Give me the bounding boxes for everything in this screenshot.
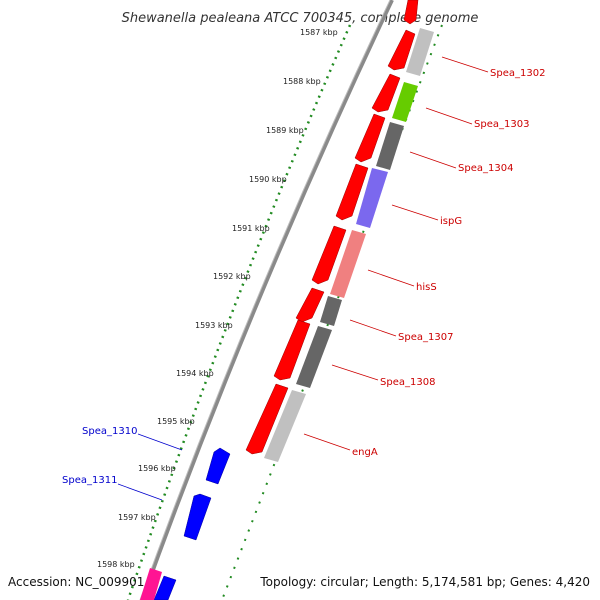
cog-block xyxy=(296,326,332,388)
label-connector xyxy=(117,483,163,501)
gene-spea-1307[interactable] xyxy=(295,287,325,323)
cog-block xyxy=(356,168,388,228)
tick-label: 1587 kbp xyxy=(300,28,338,37)
gene-top-red[interactable] xyxy=(403,0,419,25)
gene-enga[interactable] xyxy=(245,383,289,455)
tick-label: 1593 kbp xyxy=(195,321,233,330)
gene-spea-1308[interactable] xyxy=(273,319,311,381)
cog-block xyxy=(140,568,162,600)
gene-spea-1311[interactable] xyxy=(183,493,212,541)
tick-label: 1592 kbp xyxy=(213,272,251,281)
gene-label-spea-1304[interactable]: Spea_1304 xyxy=(458,163,513,174)
tick-label: 1595 kbp xyxy=(157,417,195,426)
map-title: Shewanella pealeana ATCC 700345, complet… xyxy=(122,11,479,26)
genome-backbone-highlight xyxy=(139,0,391,600)
label-connector xyxy=(425,107,473,125)
label-connector xyxy=(367,269,415,287)
tick-label: 1589 kbp xyxy=(266,126,304,135)
tick-label: 1588 kbp xyxy=(283,77,321,86)
tick-label: 1590 kbp xyxy=(249,175,287,184)
cog-block xyxy=(264,390,306,462)
gene-label-hiss[interactable]: hisS xyxy=(416,282,437,293)
gene-hiss[interactable] xyxy=(311,225,347,285)
cog-block xyxy=(406,28,434,76)
label-connector xyxy=(303,433,351,451)
gene-label-spea-1302[interactable]: Spea_1302 xyxy=(490,68,545,79)
accession-text: Accession: NC_009901 xyxy=(8,575,144,589)
tick-label: 1594 kbp xyxy=(176,369,214,378)
label-connector xyxy=(349,319,397,337)
gene-label-ispg[interactable]: ispG xyxy=(440,216,462,227)
genome-backbone xyxy=(140,0,394,600)
genome-summary-text: Topology: circular; Length: 5,174,581 bp… xyxy=(259,575,590,589)
cog-block xyxy=(330,230,366,298)
gene-spea-1302[interactable] xyxy=(387,29,416,71)
gene-label-spea-1310[interactable]: Spea_1310 xyxy=(82,426,137,437)
tick-track-left xyxy=(126,24,352,600)
gene-label-enga[interactable]: engA xyxy=(352,447,378,458)
label-connector xyxy=(137,433,183,451)
label-connector xyxy=(409,151,457,169)
gene-label-spea-1307[interactable]: Spea_1307 xyxy=(398,332,453,343)
label-connector xyxy=(441,56,489,73)
tick-label: 1597 kbp xyxy=(118,513,156,522)
cog-block xyxy=(320,296,342,326)
gene-label-spea-1308[interactable]: Spea_1308 xyxy=(380,377,435,388)
tick-label: 1596 kbp xyxy=(138,464,176,473)
tick-label: 1591 kbp xyxy=(232,224,270,233)
gene-spea-1304[interactable] xyxy=(354,113,386,163)
label-connector xyxy=(391,204,439,221)
gene-spea-1310[interactable] xyxy=(205,447,231,485)
cog-block xyxy=(392,82,418,122)
gene-spea-1303[interactable] xyxy=(371,73,401,113)
gene-label-spea-1303[interactable]: Spea_1303 xyxy=(474,119,529,130)
gene-ispg[interactable] xyxy=(335,163,369,221)
label-connector xyxy=(331,364,379,381)
gene-label-spea-1311[interactable]: Spea_1311 xyxy=(62,475,117,486)
cog-block xyxy=(376,122,404,170)
gene-bottom-blue[interactable] xyxy=(153,575,177,600)
tick-label: 1598 kbp xyxy=(97,560,135,569)
